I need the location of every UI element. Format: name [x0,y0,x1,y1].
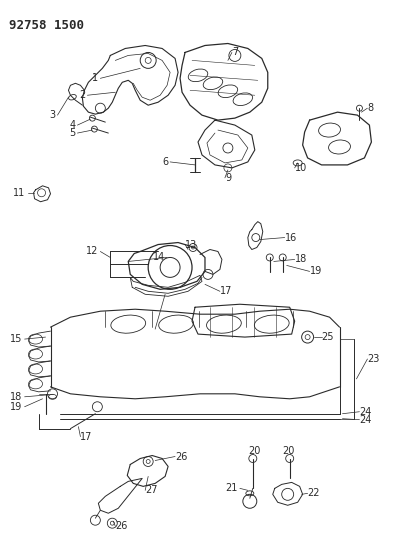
Text: 24: 24 [359,415,372,425]
Text: 23: 23 [367,354,380,364]
Text: 11: 11 [13,188,26,198]
Text: 19: 19 [10,402,23,412]
Text: 3: 3 [49,110,55,120]
Text: 16: 16 [285,232,297,243]
Text: 6: 6 [162,157,168,167]
Text: 13: 13 [185,239,197,249]
Text: 10: 10 [295,163,307,173]
Text: 17: 17 [220,286,232,296]
Text: 15: 15 [10,334,23,344]
Text: 26: 26 [115,521,128,531]
Text: 5: 5 [69,128,75,138]
Text: 24: 24 [359,407,372,417]
Text: 22: 22 [308,488,320,498]
Text: 1: 1 [92,74,98,83]
Text: 20: 20 [248,446,260,456]
Text: 14: 14 [153,253,165,262]
Text: 2: 2 [79,90,85,100]
Text: 92758 1500: 92758 1500 [9,19,84,31]
Text: 17: 17 [81,432,93,442]
Text: 25: 25 [322,332,334,342]
Text: 8: 8 [367,103,373,113]
Text: 21: 21 [225,483,238,494]
Text: 19: 19 [310,266,322,277]
Text: 9: 9 [225,173,231,183]
Text: 12: 12 [86,246,98,256]
Text: 7: 7 [232,47,238,58]
Text: 26: 26 [175,451,188,462]
Text: 18: 18 [10,392,23,402]
Text: 4: 4 [69,120,75,130]
Text: 20: 20 [283,446,295,456]
Text: 27: 27 [145,486,158,495]
Text: 18: 18 [295,254,307,264]
